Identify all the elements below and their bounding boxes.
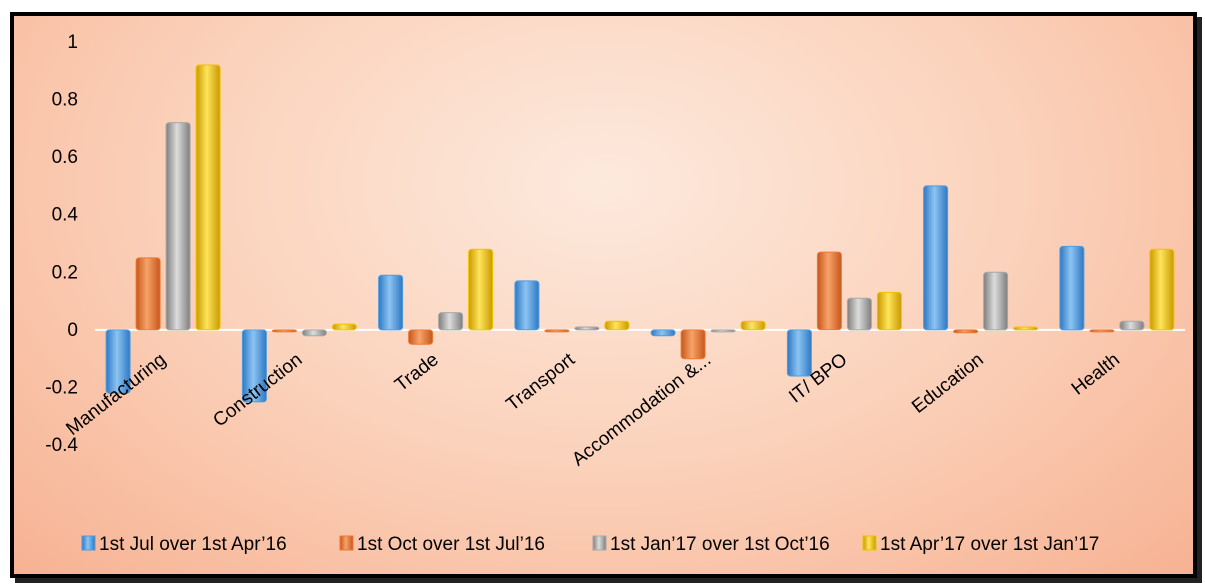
bar-2-1 xyxy=(135,257,161,331)
bar-2-8 xyxy=(1089,329,1115,333)
bar-1-6 xyxy=(786,329,812,377)
y-tick-label: -0.4 xyxy=(45,435,78,456)
bar-2-6 xyxy=(816,251,842,331)
y-tick-label: 0.2 xyxy=(52,262,78,283)
bar-2-4 xyxy=(544,329,570,333)
legend-swatch xyxy=(339,535,354,551)
bar-4-7 xyxy=(1013,326,1039,331)
bar-2-7 xyxy=(953,329,979,334)
bar-4-8 xyxy=(1149,248,1175,331)
bar-2-3 xyxy=(408,329,434,345)
y-tick-label: 0.4 xyxy=(52,205,79,226)
y-axis-labels: 1 0.8 0.6 0.4 0.2 0 -0.2 -0.4 xyxy=(45,32,78,456)
bar-3-7 xyxy=(983,271,1009,331)
bar-1-1 xyxy=(105,329,131,394)
y-tick-label: 1 xyxy=(67,32,78,53)
bar-3-4 xyxy=(574,326,600,331)
category-label: Health xyxy=(1068,349,1124,399)
bar-4-3 xyxy=(468,248,494,331)
bar-3-6 xyxy=(846,297,872,331)
y-tick-label: 0.8 xyxy=(52,90,78,111)
x-axis-labels: Manufacturing Construction Trade TransportA… xyxy=(62,349,1124,471)
bar-3-3 xyxy=(438,312,464,331)
bar-1-5 xyxy=(650,329,676,337)
category-label: Education xyxy=(908,349,988,418)
bar-1-3 xyxy=(378,274,404,331)
bar-3-2 xyxy=(301,329,327,337)
bar-3-1 xyxy=(165,122,191,331)
y-tick-label: 0 xyxy=(67,320,78,341)
bar-4-1 xyxy=(195,64,221,331)
legend-label: 1st Apr’17 over 1st Jan’17 xyxy=(880,534,1099,555)
legend-label: 1st Oct over 1st Jul’16 xyxy=(357,534,545,555)
bar-4-4 xyxy=(604,320,630,331)
legend-swatch xyxy=(592,535,607,551)
bar-1-4 xyxy=(514,280,540,331)
y-tick-label: -0.2 xyxy=(45,377,78,398)
bar-4-2 xyxy=(331,323,357,331)
bar-1-2 xyxy=(241,329,267,403)
bar-4-6 xyxy=(876,291,902,331)
category-label: Accommodation &... xyxy=(568,349,715,470)
legend-swatch xyxy=(862,535,877,551)
y-tick-label: 0.6 xyxy=(52,147,78,168)
legend-label: 1st Jul over 1st Apr’16 xyxy=(99,534,287,555)
bar-3-5 xyxy=(710,329,736,333)
bar-3-8 xyxy=(1119,320,1145,331)
bars xyxy=(105,64,1175,403)
bar-4-5 xyxy=(740,320,766,331)
bar-1-8 xyxy=(1059,245,1085,331)
category-label: Trade xyxy=(391,349,442,396)
legend-label: 1st Jan’17 over 1st Oct’16 xyxy=(610,534,830,555)
bar-1-7 xyxy=(923,185,949,331)
legend-swatch xyxy=(81,535,96,551)
bar-2-2 xyxy=(271,329,297,333)
legend: 1st Jul over 1st Apr’16 1st Oct over 1st … xyxy=(81,534,1099,555)
category-label: Transport xyxy=(503,349,580,416)
bar-2-5 xyxy=(680,329,706,360)
